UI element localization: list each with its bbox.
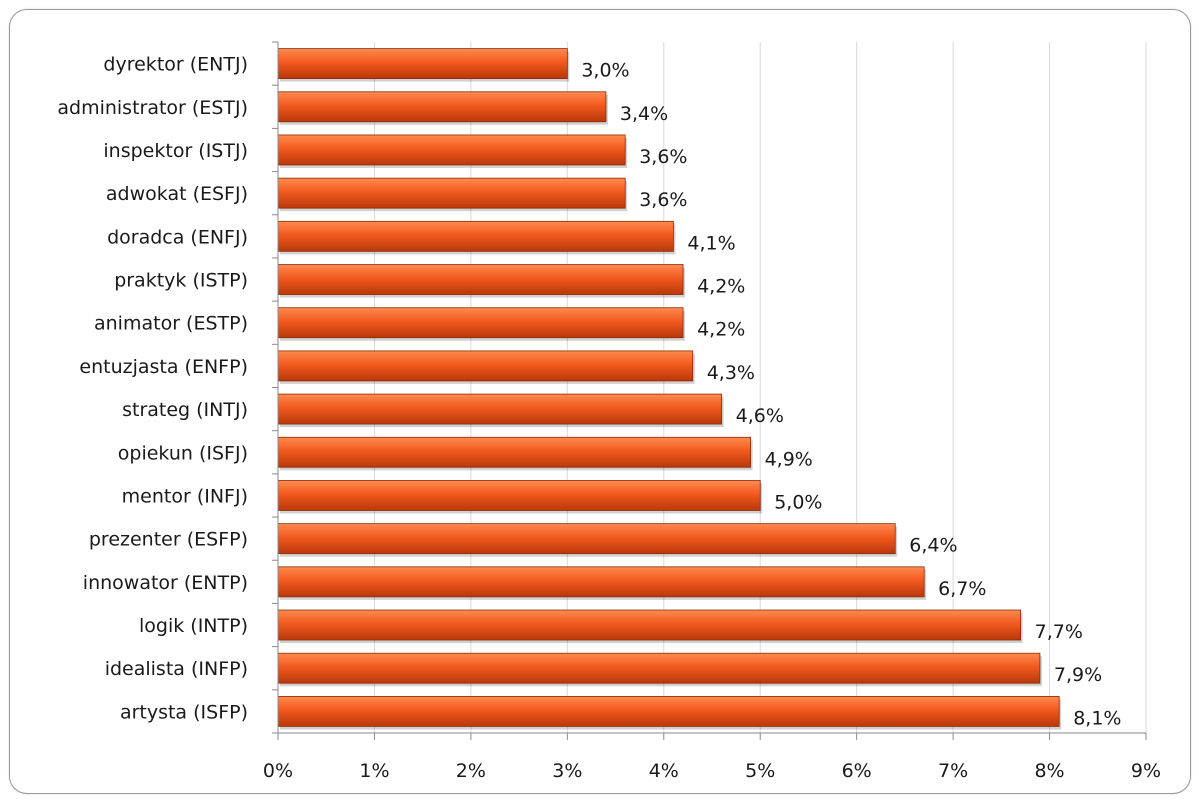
data-label: 8,1% bbox=[1073, 707, 1121, 729]
x-tick-label: 8% bbox=[1034, 760, 1064, 782]
category-label: artysta (ISFP) bbox=[120, 701, 248, 723]
data-label: 3,4% bbox=[620, 103, 668, 125]
x-tick-label: 9% bbox=[1131, 760, 1161, 782]
bar bbox=[277, 307, 684, 339]
data-label: 3,6% bbox=[639, 189, 687, 211]
bar bbox=[277, 177, 626, 209]
category-label: prezenter (ESFP) bbox=[89, 529, 248, 551]
bar bbox=[277, 393, 723, 425]
category-label: idealista (INFP) bbox=[105, 658, 248, 680]
category-label: inspektor (ISTJ) bbox=[103, 140, 248, 162]
bar bbox=[277, 91, 607, 123]
category-label: opiekun (ISFJ) bbox=[118, 442, 248, 464]
data-label: 4,9% bbox=[765, 448, 813, 470]
x-tick-label: 1% bbox=[359, 760, 389, 782]
bar bbox=[277, 523, 896, 555]
bar bbox=[277, 350, 694, 382]
data-label: 6,7% bbox=[938, 578, 986, 600]
category-label: entuzjasta (ENFP) bbox=[79, 356, 248, 378]
category-label: innowator (ENTP) bbox=[83, 572, 248, 594]
x-tick-label: 2% bbox=[456, 760, 486, 782]
bar bbox=[277, 134, 626, 166]
bar bbox=[277, 609, 1022, 641]
category-label: doradca (ENFJ) bbox=[107, 226, 248, 248]
data-label: 4,3% bbox=[707, 362, 755, 384]
category-label: praktyk (ISTP) bbox=[114, 270, 248, 292]
x-tick-label: 0% bbox=[263, 760, 293, 782]
category-label: strateg (INTJ) bbox=[122, 399, 248, 421]
category-label: administrator (ESTJ) bbox=[57, 97, 248, 119]
category-label: animator (ESTP) bbox=[94, 313, 248, 335]
category-label: dyrektor (ENTJ) bbox=[103, 54, 248, 76]
data-label: 4,2% bbox=[697, 276, 745, 298]
bar bbox=[277, 436, 751, 468]
data-label: 6,4% bbox=[909, 535, 957, 557]
bar bbox=[277, 566, 925, 598]
data-label: 3,6% bbox=[639, 146, 687, 168]
category-label: mentor (INFJ) bbox=[122, 485, 248, 507]
data-label: 5,0% bbox=[774, 491, 822, 513]
category-label: adwokat (ESFJ) bbox=[106, 183, 248, 205]
category-label: logik (INTP) bbox=[139, 615, 248, 637]
data-label: 3,0% bbox=[581, 60, 629, 82]
bar bbox=[277, 264, 684, 295]
x-tick-label: 6% bbox=[842, 760, 872, 782]
x-tick-label: 4% bbox=[649, 760, 679, 782]
data-label: 7,9% bbox=[1054, 664, 1102, 686]
x-tick-label: 7% bbox=[938, 760, 968, 782]
bar bbox=[277, 220, 674, 252]
data-label: 4,6% bbox=[736, 405, 784, 427]
data-label: 4,1% bbox=[687, 232, 735, 254]
data-label: 4,2% bbox=[697, 319, 745, 341]
bar bbox=[277, 696, 1060, 727]
bar bbox=[277, 652, 1041, 684]
bar bbox=[277, 48, 568, 79]
x-tick-label: 3% bbox=[552, 760, 582, 782]
x-tick-label: 5% bbox=[745, 760, 775, 782]
data-label: 7,7% bbox=[1035, 621, 1083, 643]
bar bbox=[277, 480, 761, 511]
